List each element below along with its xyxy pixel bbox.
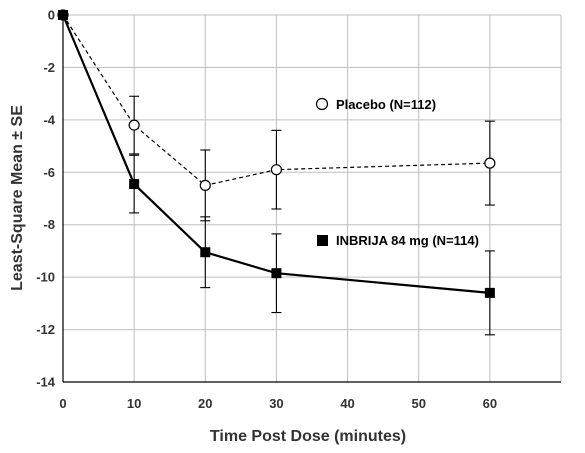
y-tick-label: -14 bbox=[36, 375, 56, 390]
data-point bbox=[58, 10, 68, 20]
data-point bbox=[271, 268, 282, 279]
data-point bbox=[199, 179, 211, 191]
y-tick-label: -4 bbox=[43, 112, 55, 127]
y-tick-label: -10 bbox=[36, 270, 55, 285]
series-1 bbox=[58, 10, 495, 336]
legend-inbrija: INBRIJA 84 mg (N=114) bbox=[317, 233, 479, 248]
x-tick-label: 30 bbox=[269, 396, 283, 411]
data-point bbox=[270, 164, 283, 176]
data-point bbox=[484, 157, 496, 169]
axes bbox=[62, 15, 561, 383]
data-point bbox=[129, 179, 140, 190]
legend-placebo-label: Placebo (N=112) bbox=[336, 97, 436, 112]
x-axis-title: Time Post Dose (minutes) bbox=[210, 428, 406, 445]
y-tick-label: -6 bbox=[43, 165, 55, 180]
tick-labels: 0-2-4-6-8-10-12-140 10 20 30 40 50 60 bbox=[36, 8, 497, 412]
legend-inbrija-label: INBRIJA 84 mg (N=114) bbox=[336, 233, 479, 248]
x-tick-label: 60 bbox=[483, 396, 497, 411]
data-point bbox=[128, 119, 140, 131]
data-point bbox=[484, 287, 495, 298]
legend-placebo-marker bbox=[315, 97, 329, 111]
x-tick-label: 40 bbox=[340, 396, 354, 411]
grid bbox=[63, 14, 562, 383]
x-tick-label: 0 bbox=[59, 396, 66, 411]
x-tick-label: 10 bbox=[127, 396, 141, 411]
series-layer bbox=[57, 9, 496, 336]
legend-inbrija-marker bbox=[317, 235, 328, 246]
data-point bbox=[200, 247, 211, 258]
x-tick-label: 50 bbox=[411, 396, 425, 411]
x-tick-label: 20 bbox=[198, 396, 212, 411]
y-tick-label: -12 bbox=[36, 322, 55, 337]
y-tick-label: -2 bbox=[43, 60, 55, 75]
legend-placebo: Placebo (N=112) bbox=[315, 97, 436, 112]
y-tick-label: 0 bbox=[48, 8, 55, 23]
y-axis-title: Least-Square Mean ± SE bbox=[9, 105, 26, 291]
y-tick-label: -8 bbox=[43, 217, 55, 232]
